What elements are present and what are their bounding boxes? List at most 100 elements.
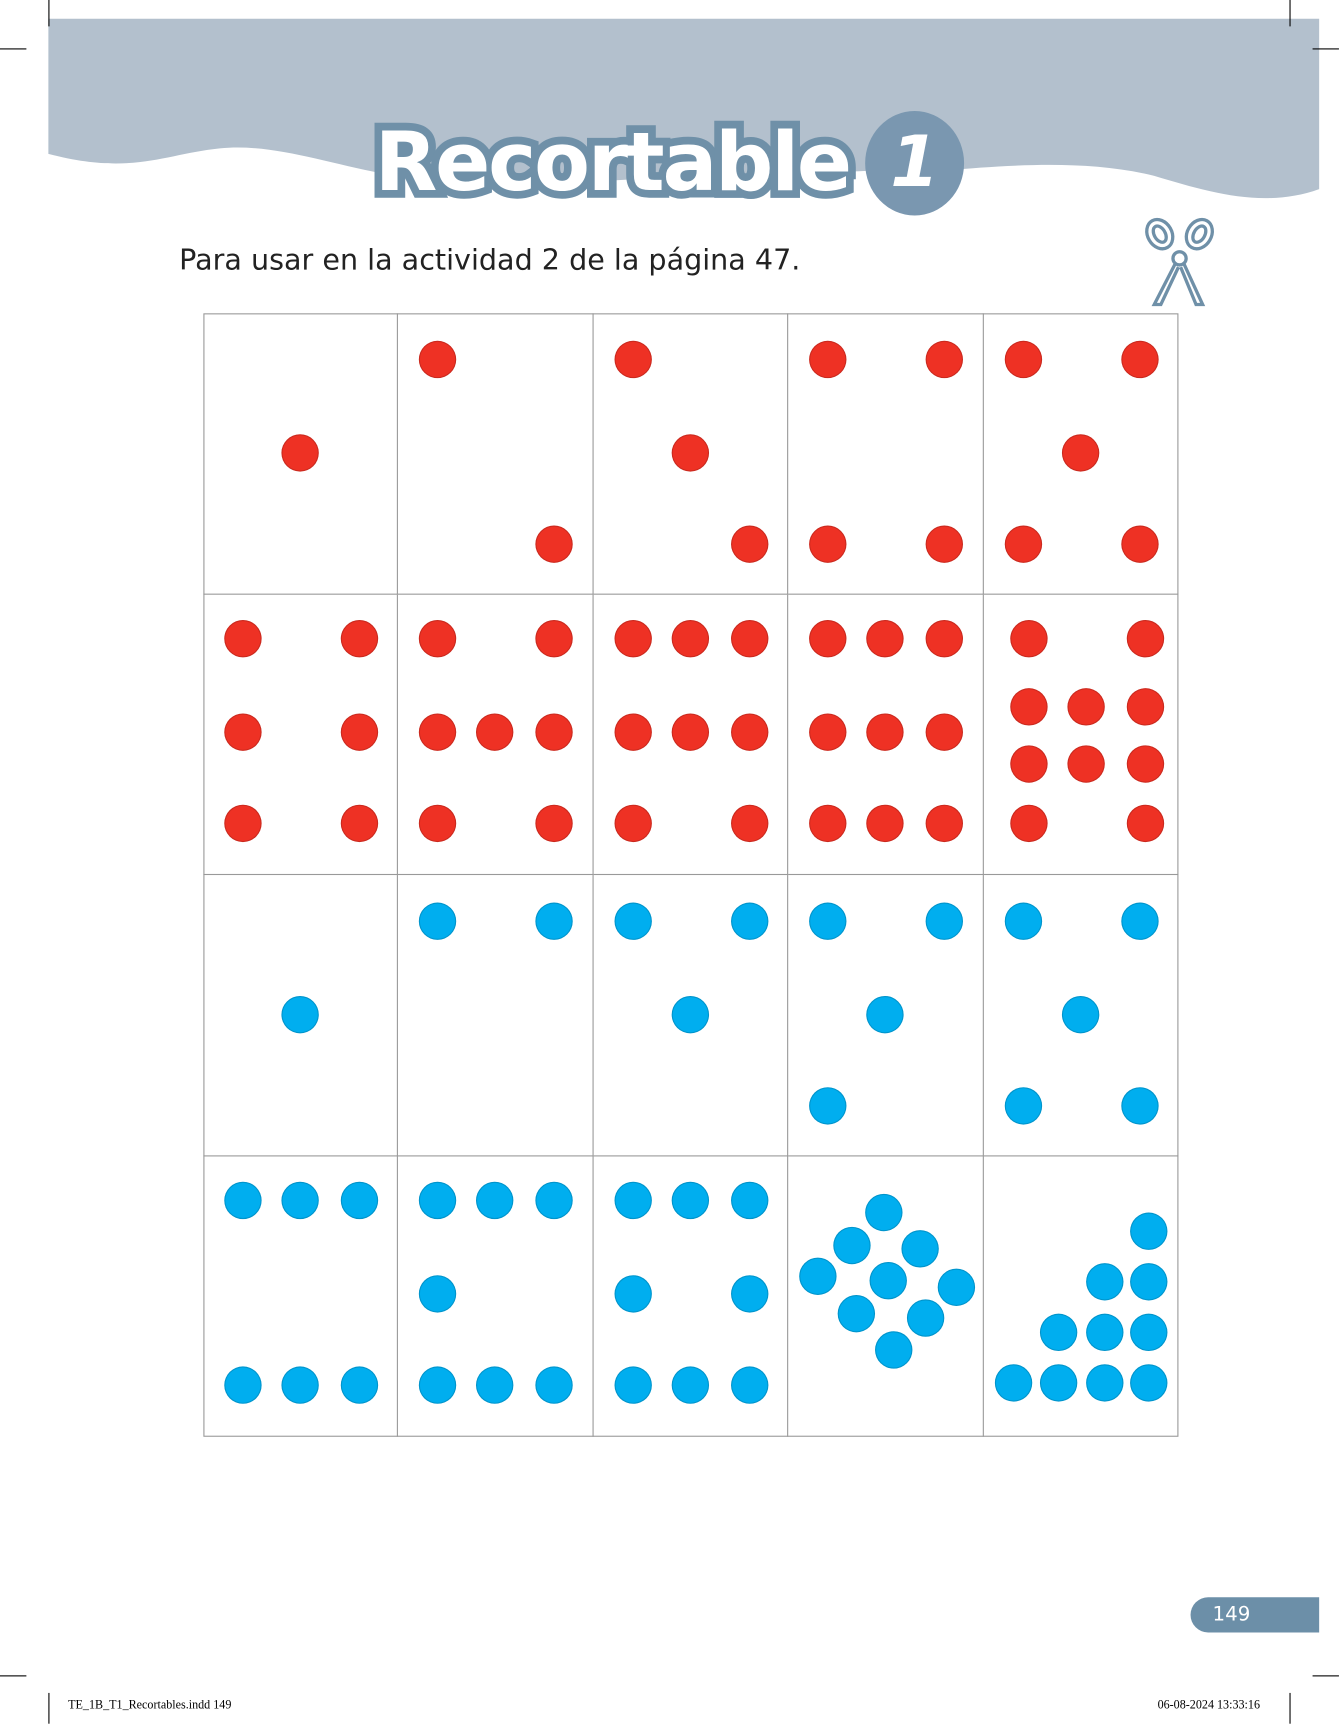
dot [907,1298,945,1337]
dot [809,1087,847,1125]
dot [1085,1262,1124,1300]
dot-card-blue-9[interactable] [788,1155,984,1437]
dot [1066,744,1105,783]
dot [419,712,457,751]
dot [833,1226,871,1264]
dot [730,1365,769,1404]
dot [799,1257,837,1295]
print-timestamp: 06-08-2024 13:33:16 [1157,1698,1261,1712]
dot [1126,619,1164,657]
dot [419,1274,457,1313]
dot [535,525,574,563]
dot [925,804,964,842]
title-row: Recortable 1 [0,108,1339,218]
dot [730,525,769,563]
dot [866,804,904,842]
dot-card-blue-7[interactable] [398,1155,594,1437]
dot [1085,1363,1124,1402]
dot-card-red-6[interactable] [203,594,399,876]
dot [1120,902,1159,940]
dot [1004,902,1042,940]
dot [809,619,847,657]
dot [1004,1087,1042,1125]
crop-mark [48,1692,50,1724]
dot [281,434,319,472]
dot [281,1181,319,1219]
dot [614,1365,652,1404]
dot [535,804,574,842]
dot [730,1181,769,1219]
dot-card-blue-3[interactable] [593,875,789,1156]
dot [1120,525,1159,563]
dot-card-red-3[interactable] [593,313,789,595]
dot-card-red-7[interactable] [398,594,594,876]
dot [1061,995,1099,1034]
dot [925,619,964,657]
dot [809,340,847,379]
dot [1085,1313,1124,1351]
dot [937,1268,976,1306]
dot-card-red-5[interactable] [983,313,1179,595]
dot-card-red-4[interactable] [788,313,984,595]
dot [730,712,769,751]
dot [671,434,709,472]
dot-card-blue-2[interactable] [398,875,594,1156]
dot [809,804,847,842]
dot-card-red-8[interactable] [593,594,789,876]
dot-card-blue-5[interactable] [983,875,1179,1156]
dot [535,619,574,657]
page-title: Recortable [367,108,860,218]
dot [730,804,769,842]
dot-card-red-10[interactable] [983,594,1179,876]
dot [1129,1313,1168,1351]
dot [224,1181,262,1219]
dot [535,1181,574,1219]
dot [340,712,379,751]
dot [1126,687,1164,725]
dot-card-red-1[interactable] [203,313,399,595]
crop-mark [1312,48,1339,50]
dot-card-red-9[interactable] [788,594,984,876]
dot [1004,340,1042,379]
dot [419,1365,457,1404]
dot [535,1365,574,1404]
dot-card-red-2[interactable] [398,313,594,595]
dot [869,1261,908,1299]
dot [419,619,457,657]
dot [671,619,709,657]
dot [419,804,457,842]
dot [1129,1363,1168,1402]
dot [671,712,709,751]
dot [809,525,847,563]
dot [925,712,964,751]
dot-card-blue-4[interactable] [788,875,984,1156]
header-band [48,18,1320,199]
dot [281,995,319,1034]
dot [614,804,652,842]
dot-card-blue-1[interactable] [203,875,399,1156]
dot [340,1365,379,1404]
dot-cards-grid [203,313,1179,1437]
dot [809,712,847,751]
recortable-number-badge: 1 [865,110,965,215]
dot [809,902,847,940]
dot-card-blue-6[interactable] [203,1155,399,1437]
dot [671,995,709,1034]
dot [614,1274,652,1313]
dot [1066,687,1105,725]
dot [224,619,262,657]
dot [1120,1087,1159,1125]
dot [1126,804,1164,842]
dot [476,1365,514,1404]
dot-card-blue-10[interactable] [983,1156,1178,1437]
dot [730,1274,769,1313]
dot [1129,1262,1168,1300]
dot-card-blue-8[interactable] [593,1155,789,1437]
dot [614,1181,652,1219]
dot [535,712,574,751]
dot [866,619,904,657]
dot [614,712,652,751]
dot [866,712,904,751]
page-title-text: Recortable [367,108,860,218]
